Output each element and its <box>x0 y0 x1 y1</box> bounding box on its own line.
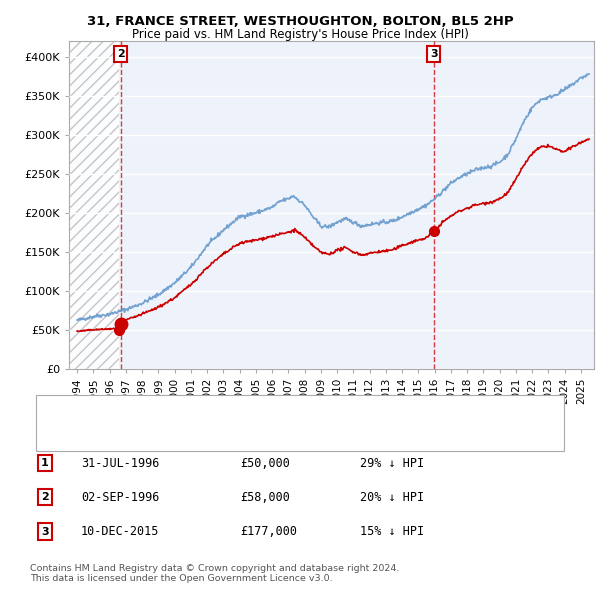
Text: £58,000: £58,000 <box>240 491 290 504</box>
Text: 10-DEC-2015: 10-DEC-2015 <box>81 525 160 538</box>
Text: £177,000: £177,000 <box>240 525 297 538</box>
Bar <box>69 41 119 369</box>
Text: 31, FRANCE STREET, WESTHOUGHTON, BOLTON, BL5 2HP (detached house): 31, FRANCE STREET, WESTHOUGHTON, BOLTON,… <box>84 404 479 414</box>
Text: Price paid vs. HM Land Registry's House Price Index (HPI): Price paid vs. HM Land Registry's House … <box>131 28 469 41</box>
Text: 3: 3 <box>430 49 437 59</box>
Text: 15% ↓ HPI: 15% ↓ HPI <box>360 525 424 538</box>
Text: 2: 2 <box>116 49 124 59</box>
Text: 2: 2 <box>41 493 49 502</box>
Text: 20% ↓ HPI: 20% ↓ HPI <box>360 491 424 504</box>
Text: 31, FRANCE STREET, WESTHOUGHTON, BOLTON, BL5 2HP: 31, FRANCE STREET, WESTHOUGHTON, BOLTON,… <box>86 15 514 28</box>
Text: 1: 1 <box>41 458 49 468</box>
Text: 02-SEP-1996: 02-SEP-1996 <box>81 491 160 504</box>
Text: HPI: Average price, detached house, Bolton: HPI: Average price, detached house, Bolt… <box>84 432 311 441</box>
Text: £50,000: £50,000 <box>240 457 290 470</box>
Text: Contains HM Land Registry data © Crown copyright and database right 2024.
This d: Contains HM Land Registry data © Crown c… <box>30 563 400 583</box>
Text: 31-JUL-1996: 31-JUL-1996 <box>81 457 160 470</box>
Text: 29% ↓ HPI: 29% ↓ HPI <box>360 457 424 470</box>
Text: 3: 3 <box>41 527 49 536</box>
